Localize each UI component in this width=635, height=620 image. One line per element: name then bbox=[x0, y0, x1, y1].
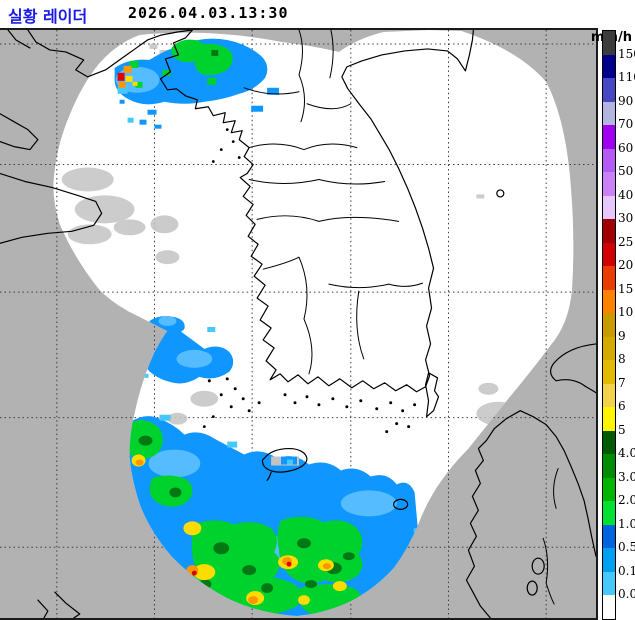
legend-label: 1.0 bbox=[618, 516, 635, 531]
legend-label: 20 bbox=[618, 258, 634, 273]
legend-segment bbox=[603, 266, 615, 290]
tsushima-island bbox=[424, 372, 440, 418]
radar-map-svg bbox=[0, 30, 596, 618]
legend-label: 2.0 bbox=[618, 493, 635, 508]
rain-darkgreen-layer bbox=[138, 49, 355, 594]
legend-segment bbox=[603, 242, 615, 267]
legend-segment bbox=[603, 477, 615, 502]
legend-segment bbox=[603, 595, 615, 619]
legend-label: 0.5 bbox=[618, 540, 635, 555]
legend-segment bbox=[603, 195, 615, 220]
kyushu-island bbox=[465, 410, 521, 618]
legend-segment bbox=[603, 78, 615, 102]
legend-label: 30 bbox=[618, 211, 634, 226]
legend-label: 5 bbox=[618, 422, 626, 437]
legend-label: 4.0 bbox=[618, 446, 635, 461]
island-dots bbox=[202, 128, 417, 434]
legend-label: 8 bbox=[618, 352, 626, 367]
legend-label: 70 bbox=[618, 117, 634, 132]
legend-segment bbox=[603, 454, 615, 478]
observation-datetime: 2026.04.03.13:30 bbox=[128, 4, 289, 22]
header-bar: 실황 레이더 2026.04.03.13:30 bbox=[0, 0, 635, 28]
legend-bar bbox=[602, 30, 616, 620]
legend-label: 60 bbox=[618, 140, 634, 155]
legend-segment bbox=[603, 383, 615, 408]
legend-label: 10 bbox=[618, 305, 634, 320]
legend-segment bbox=[603, 31, 615, 55]
radar-map bbox=[0, 28, 598, 620]
rain-red-layer bbox=[117, 72, 292, 576]
legend-label: 9 bbox=[618, 328, 626, 343]
legend-segment bbox=[603, 407, 615, 431]
korea-coastline bbox=[159, 30, 475, 393]
legend-segment bbox=[603, 548, 615, 572]
legend-segment bbox=[603, 148, 615, 173]
legend-label: 90 bbox=[618, 93, 634, 108]
legend-label: 150 bbox=[618, 46, 635, 61]
legend-segment bbox=[603, 125, 615, 149]
legend-segment bbox=[603, 54, 615, 79]
legend-segment bbox=[603, 430, 615, 455]
legend-label: 15 bbox=[618, 281, 634, 296]
page-title: 실황 레이더 bbox=[8, 7, 88, 26]
legend-label: 0.1 bbox=[618, 563, 635, 578]
coastlines bbox=[0, 30, 596, 618]
legend-label: 40 bbox=[618, 187, 634, 202]
legend-segment bbox=[603, 313, 615, 337]
jeju-echo bbox=[271, 456, 299, 466]
legend-label: 110 bbox=[618, 70, 635, 85]
legend-label: 25 bbox=[618, 234, 634, 249]
legend-segment bbox=[603, 360, 615, 384]
legend-segment bbox=[603, 501, 615, 525]
legend-label: 3.0 bbox=[618, 469, 635, 484]
ulleungdo-island bbox=[496, 189, 505, 198]
legend-label: 7 bbox=[618, 375, 626, 390]
legend-segment bbox=[603, 571, 615, 596]
legend-segment bbox=[603, 524, 615, 549]
legend-segment bbox=[603, 289, 615, 314]
legend-segment bbox=[603, 219, 615, 243]
legend-label: 0.0 bbox=[618, 587, 635, 602]
legend-segment bbox=[603, 336, 615, 361]
legend-segment bbox=[603, 172, 615, 196]
legend-label: 6 bbox=[618, 399, 626, 414]
legend-label: 50 bbox=[618, 164, 634, 179]
jeju-island bbox=[261, 447, 308, 482]
legend-segment bbox=[603, 101, 615, 126]
